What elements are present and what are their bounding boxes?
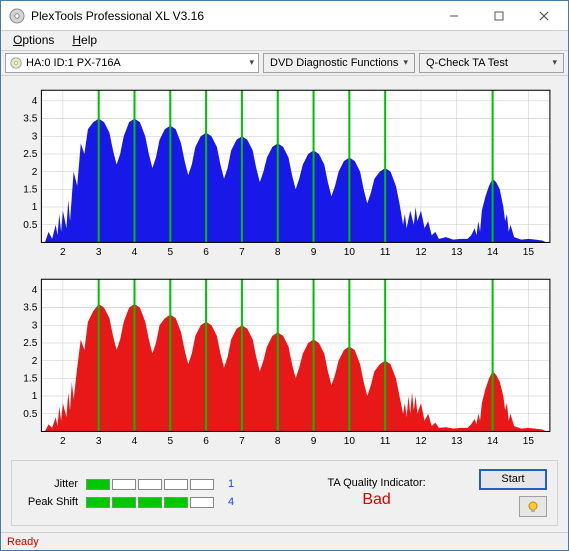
peakshift-bar (86, 497, 214, 508)
svg-text:3: 3 (96, 436, 102, 447)
svg-text:13: 13 (451, 247, 463, 258)
jitter-bar (86, 479, 214, 490)
ta-value: Bad (362, 491, 390, 509)
diagnostic-select[interactable]: DVD Diagnostic Functions ▾ (263, 53, 415, 73)
svg-text:5: 5 (167, 436, 173, 447)
ta-indicator: TA Quality Indicator: Bad (274, 477, 479, 509)
drive-select-text: HA:0 ID:1 PX-716A (26, 57, 121, 69)
peakshift-value: 4 (228, 496, 234, 508)
toolbar: HA:0 ID:1 PX-716A ▾ DVD Diagnostic Funct… (1, 51, 568, 76)
svg-text:0.5: 0.5 (23, 219, 37, 230)
svg-text:10: 10 (344, 436, 356, 447)
bottom-panel: Jitter 1 Peak Shift 4 TA Quality Indicat… (1, 454, 568, 532)
close-button[interactable] (521, 1, 566, 31)
drive-select[interactable]: HA:0 ID:1 PX-716A ▾ (5, 53, 259, 73)
svg-text:6: 6 (203, 247, 209, 258)
svg-text:1: 1 (32, 391, 38, 402)
svg-text:15: 15 (523, 436, 535, 447)
svg-text:3.5: 3.5 (23, 302, 37, 313)
svg-text:4: 4 (132, 247, 138, 258)
svg-text:12: 12 (415, 247, 427, 258)
svg-text:13: 13 (451, 436, 463, 447)
ta-label: TA Quality Indicator: (327, 477, 425, 489)
metrics: Jitter 1 Peak Shift 4 (22, 478, 234, 508)
menu-help[interactable]: Help (64, 31, 105, 49)
peakshift-row: Peak Shift 4 (22, 496, 234, 508)
svg-text:1: 1 (32, 202, 38, 213)
svg-text:0.5: 0.5 (23, 409, 37, 420)
svg-text:6: 6 (203, 436, 209, 447)
menu-help-rest: elp (81, 33, 97, 47)
diagnostic-select-text: DVD Diagnostic Functions (270, 57, 399, 69)
chevron-down-icon: ▾ (403, 57, 408, 68)
chart-bottom: 0.5 1 1.5 2 2.5 3 3.5 4 2 3 4 5 6 7 8 9 10 11 12 13 14 15 (11, 273, 558, 450)
peakshift-label: Peak Shift (22, 496, 78, 508)
jitter-value: 1 (228, 478, 234, 490)
svg-text:4: 4 (32, 96, 38, 107)
svg-text:2.5: 2.5 (23, 338, 37, 349)
svg-text:11: 11 (380, 247, 391, 258)
svg-text:9: 9 (311, 436, 317, 447)
svg-text:2: 2 (60, 436, 66, 447)
chevron-down-icon: ▾ (249, 57, 254, 68)
svg-text:10: 10 (344, 247, 356, 258)
svg-text:8: 8 (275, 247, 281, 258)
svg-text:2: 2 (32, 356, 38, 367)
svg-text:11: 11 (380, 436, 391, 447)
menu-options-rest: ptions (22, 33, 54, 47)
svg-text:1.5: 1.5 (23, 184, 37, 195)
test-select-text: Q-Check TA Test (426, 57, 548, 69)
svg-text:4: 4 (32, 285, 38, 296)
svg-text:14: 14 (487, 436, 499, 447)
charts-area: 0.511.522.533.5423456789101112131415 0.5… (1, 76, 568, 454)
window-title: PlexTools Professional XL V3.16 (31, 9, 431, 23)
svg-text:3: 3 (32, 131, 38, 142)
svg-text:7: 7 (239, 247, 245, 258)
menu-bar: Options Help (1, 31, 568, 51)
svg-text:14: 14 (487, 247, 499, 258)
status-text: Ready (7, 536, 39, 548)
jitter-label: Jitter (22, 478, 78, 490)
test-select[interactable]: Q-Check TA Test ▾ (419, 53, 564, 73)
minimize-button[interactable] (431, 1, 476, 31)
svg-text:3: 3 (96, 247, 102, 258)
lightbulb-icon (526, 500, 540, 514)
svg-text:2.5: 2.5 (23, 149, 37, 160)
svg-text:8: 8 (275, 436, 281, 447)
svg-text:2: 2 (32, 166, 38, 177)
menu-options[interactable]: Options (5, 31, 62, 49)
status-bar: Ready (1, 532, 568, 550)
svg-text:1.5: 1.5 (23, 373, 37, 384)
svg-text:9: 9 (311, 247, 317, 258)
svg-text:5: 5 (167, 247, 173, 258)
svg-text:3.5: 3.5 (23, 113, 37, 124)
maximize-button[interactable] (476, 1, 521, 31)
info-button[interactable] (519, 496, 547, 517)
chart-top: 0.5 1 1.5 2 2.5 3 3.5 4 2 3 4 5 6 7 8 9 10 11 12 13 14 15 (11, 84, 558, 261)
title-bar: PlexTools Professional XL V3.16 (1, 1, 568, 31)
chevron-down-icon: ▾ (552, 57, 557, 68)
jitter-row: Jitter 1 (22, 478, 234, 490)
svg-text:4: 4 (132, 436, 138, 447)
window-controls (431, 1, 566, 31)
svg-text:3: 3 (32, 320, 38, 331)
app-icon (9, 8, 25, 24)
svg-text:15: 15 (523, 247, 535, 258)
svg-text:7: 7 (239, 436, 245, 447)
svg-text:12: 12 (415, 436, 427, 447)
svg-text:2: 2 (60, 247, 66, 258)
start-button[interactable]: Start (479, 469, 547, 490)
disc-icon (10, 57, 22, 69)
